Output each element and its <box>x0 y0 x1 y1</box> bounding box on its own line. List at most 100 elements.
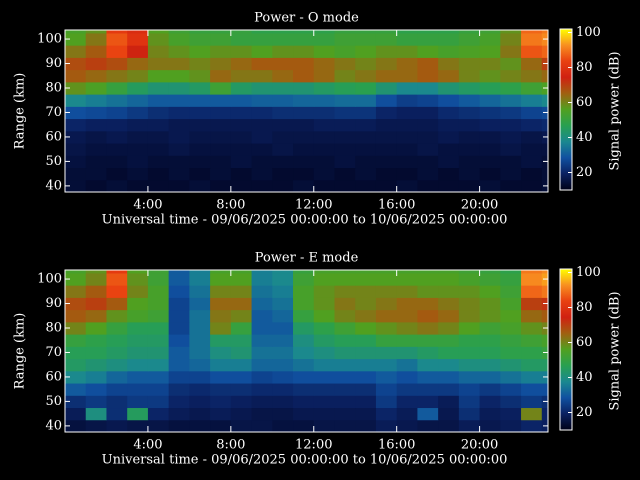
heatmap-cell <box>168 309 190 323</box>
heatmap-cell <box>168 118 190 132</box>
heatmap-cell <box>375 32 398 46</box>
heatmap-cell <box>189 167 211 181</box>
heatmap-cell <box>417 297 439 311</box>
heatmap-cell <box>230 309 253 323</box>
heatmap-cell <box>251 32 273 46</box>
heatmap-cell <box>334 383 356 396</box>
heatmap-cell <box>210 30 232 34</box>
x-axis-label: Universal time - 09/06/2025 00:00:00 to … <box>102 213 508 228</box>
heatmap-cell <box>521 407 543 421</box>
heatmap-cell <box>272 167 294 181</box>
heatmap-cell <box>106 383 128 396</box>
heatmap-cell <box>272 272 294 286</box>
heatmap-cell <box>355 130 377 144</box>
heatmap-cell <box>313 130 335 144</box>
heatmap-cell <box>438 358 460 372</box>
heatmap-cell <box>230 346 253 360</box>
heatmap-cell <box>251 309 273 323</box>
heatmap-cell <box>147 321 170 335</box>
heatmap-cell <box>458 81 481 95</box>
heatmap-cell <box>65 130 87 144</box>
heatmap-cell <box>313 346 335 360</box>
heatmap-cell <box>189 383 211 396</box>
heatmap-cell <box>210 57 232 71</box>
heatmap-cell <box>479 309 501 323</box>
heatmap-cell <box>230 179 253 192</box>
y-tick-label: 80 <box>45 320 62 335</box>
heatmap-cell <box>147 272 170 286</box>
heatmap-cell <box>438 45 460 58</box>
heatmap-cell <box>521 69 543 83</box>
heatmap-cell <box>417 179 439 192</box>
heatmap-cell <box>230 81 253 95</box>
heatmap-cell <box>272 32 294 46</box>
heatmap-cell <box>106 407 128 421</box>
heatmap-cell <box>396 57 418 71</box>
heatmap-cell <box>458 297 481 311</box>
heatmap-cell <box>334 272 356 286</box>
heatmap-cell <box>521 32 543 46</box>
heatmap-cell <box>541 383 548 396</box>
heatmap-cell <box>230 419 253 432</box>
heatmap-cell <box>147 383 170 396</box>
heatmap-cell <box>334 297 356 311</box>
heatmap-cell <box>189 270 211 274</box>
heatmap-cell <box>85 321 107 335</box>
heatmap-cell <box>334 270 356 274</box>
heatmap-cell <box>85 285 107 298</box>
heatmap-cell <box>210 130 232 144</box>
heatmap-cell <box>127 30 149 34</box>
heatmap-cell <box>147 45 170 58</box>
heatmap-cell <box>147 334 170 347</box>
heatmap-cell <box>417 358 439 372</box>
heatmap-cell <box>106 118 128 132</box>
heatmap-cell <box>375 30 398 34</box>
heatmap-cell <box>355 407 377 421</box>
heatmap-cell <box>375 285 398 298</box>
heatmap-cell <box>127 321 149 335</box>
heatmap-cell <box>417 57 439 71</box>
heatmap-cell <box>147 358 170 372</box>
heatmap-cell <box>106 334 128 347</box>
heatmap-cell <box>458 32 481 46</box>
heatmap-cell <box>65 167 87 181</box>
heatmap-cell <box>85 270 107 274</box>
heatmap-cell <box>127 383 149 396</box>
heatmap-cell <box>355 346 377 360</box>
heatmap-cell <box>293 334 315 347</box>
heatmap-cell <box>293 419 315 432</box>
heatmap-cell <box>541 45 548 58</box>
heatmap-cell <box>293 272 315 286</box>
x-tick-label: 4:00 <box>133 198 162 213</box>
heatmap-cell <box>106 370 128 384</box>
heatmap-cell <box>334 285 356 298</box>
heatmap-cell <box>334 346 356 360</box>
heatmap-cell <box>189 358 211 372</box>
heatmap-cell <box>85 130 107 144</box>
heatmap-cell <box>375 383 398 396</box>
heatmap-cell <box>375 395 398 409</box>
heatmap-cell <box>355 383 377 396</box>
heatmap-cell <box>147 419 170 432</box>
heatmap-cell <box>500 167 522 181</box>
heatmap-cell <box>127 32 149 46</box>
heatmap-cell <box>127 419 149 432</box>
heatmap-cell <box>313 358 335 372</box>
heatmap-cell <box>168 69 190 83</box>
heatmap-cell <box>251 69 273 83</box>
heatmap-cell <box>396 155 418 169</box>
heatmap-cell <box>313 334 335 347</box>
heatmap-cell <box>85 106 107 120</box>
y-tick-label: 80 <box>45 80 62 95</box>
heatmap-cell <box>438 130 460 144</box>
heatmap-cell <box>417 321 439 335</box>
heatmap-cell <box>230 285 253 298</box>
heatmap-cell <box>210 358 232 372</box>
colorbar-tick-label: 40 <box>576 130 593 145</box>
heatmap-cell <box>396 383 418 396</box>
heatmap-cell <box>355 285 377 298</box>
y-tick-label: 70 <box>45 105 62 120</box>
colorbar <box>560 29 572 190</box>
heatmap-cell <box>396 395 418 409</box>
heatmap-cell <box>65 383 87 396</box>
